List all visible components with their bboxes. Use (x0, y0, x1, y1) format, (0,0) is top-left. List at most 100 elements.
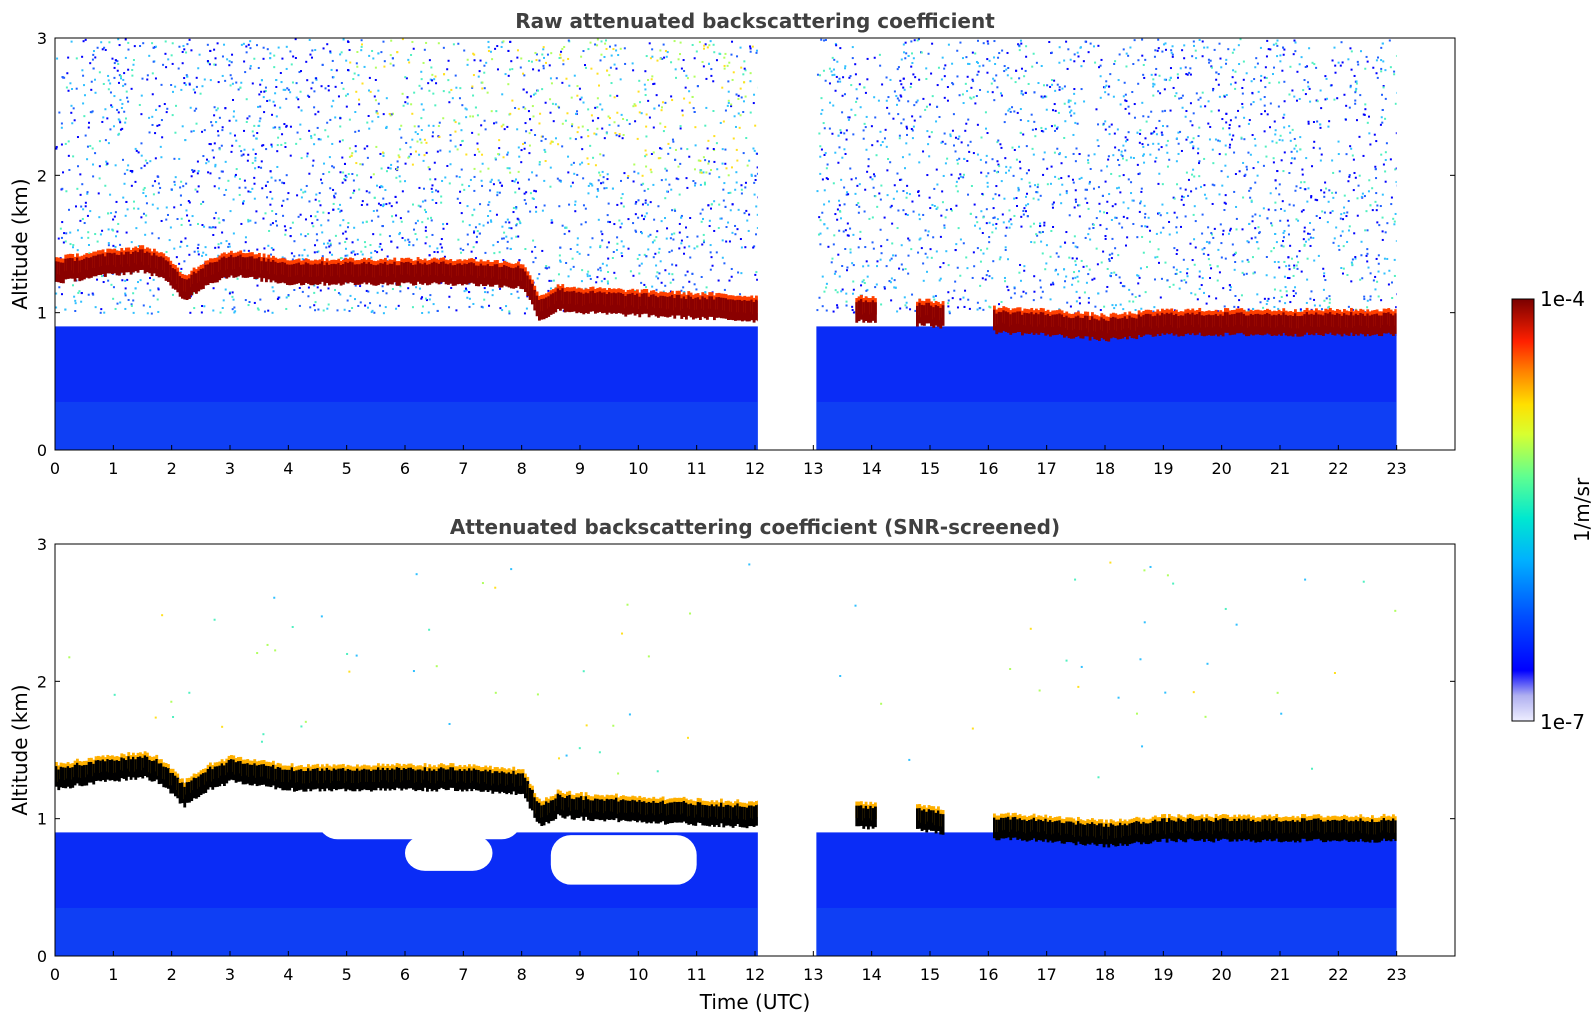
noise-pixel (257, 66, 260, 69)
noise-pixel (113, 62, 116, 65)
noise-pixel (259, 298, 262, 301)
noise-pixel (496, 45, 499, 48)
noise-pixel (1065, 192, 1068, 195)
noise-pixel (289, 235, 292, 238)
noise-pixel (753, 245, 756, 248)
noise-pixel (1067, 175, 1070, 178)
noise-pixel (816, 190, 819, 193)
noise-pixel (541, 135, 544, 138)
noise-pixel (300, 157, 303, 160)
noise-pixel (854, 73, 857, 76)
noise-pixel (637, 199, 640, 202)
noise-pixel (529, 118, 532, 121)
noise-pixel (159, 186, 162, 189)
noise-pixel (939, 235, 942, 238)
noise-pixel (1197, 135, 1200, 138)
noise-pixel (1042, 130, 1045, 133)
noise-pixel (1245, 272, 1248, 275)
noise-pixel (1139, 267, 1142, 270)
noise-pixel (558, 205, 561, 208)
noise-pixel (966, 90, 969, 93)
noise-pixel (509, 247, 512, 250)
noise-pixel (881, 140, 884, 143)
noise-pixel (430, 187, 433, 190)
noise-pixel (328, 245, 331, 248)
noise-pixel (259, 83, 262, 86)
noise-pixel (878, 53, 881, 56)
noise-pixel (255, 137, 258, 140)
noise-pixel (346, 226, 349, 229)
noise-pixel (322, 47, 325, 50)
noise-pixel (1102, 250, 1105, 253)
noise-pixel (1225, 62, 1228, 65)
noise-pixel (1004, 280, 1007, 283)
noise-pixel (183, 82, 186, 85)
noise-pixel (1291, 157, 1294, 160)
noise-pixel (721, 148, 724, 151)
noise-pixel (1097, 123, 1100, 126)
noise-pixel (1366, 60, 1369, 63)
noise-pixel (1147, 115, 1150, 118)
noise-pixel (1086, 201, 1089, 204)
noise-pixel (889, 206, 892, 209)
noise-pixel (298, 286, 301, 289)
noise-pixel (1074, 245, 1077, 248)
noise-pixel (614, 277, 617, 280)
noise-pixel (418, 84, 421, 87)
noise-pixel (92, 53, 95, 56)
noise-pixel (574, 210, 577, 213)
noise-pixel (468, 224, 471, 227)
noise-pixel (857, 211, 860, 214)
noise-pixel (420, 70, 423, 73)
noise-pixel (336, 309, 339, 312)
noise-pixel (57, 237, 60, 240)
noise-pixel (237, 88, 240, 91)
noise-pixel (331, 253, 334, 256)
noise-pixel (954, 280, 957, 283)
noise-pixel (1393, 70, 1396, 73)
noise-pixel (967, 118, 970, 121)
noise-pixel (1354, 257, 1357, 260)
noise-pixel (947, 291, 950, 294)
noise-pixel (526, 295, 529, 298)
noise-pixel (728, 240, 731, 243)
noise-pixel (330, 68, 333, 71)
noise-pixel (603, 277, 606, 280)
noise-pixel (1180, 96, 1183, 99)
noise-pixel (491, 294, 494, 297)
noise-pixel (1344, 118, 1347, 121)
noise-pixel (329, 118, 332, 121)
noise-pixel (83, 84, 86, 87)
noise-pixel (216, 42, 219, 45)
noise-pixel (551, 102, 554, 105)
noise-pixel (579, 163, 582, 166)
noise-pixel (558, 254, 561, 257)
noise-pixel (1307, 120, 1310, 123)
noise-pixel (671, 273, 674, 276)
noise-pixel (879, 144, 882, 147)
noise-pixel (1219, 223, 1222, 226)
noise-pixel (60, 126, 63, 129)
noise-pixel (971, 51, 974, 54)
noise-pixel (1333, 237, 1336, 240)
noise-pixel (1218, 271, 1221, 274)
noise-pixel (1313, 298, 1316, 301)
noise-pixel (1203, 291, 1206, 294)
noise-pixel (1389, 158, 1392, 161)
noise-pixel (713, 135, 716, 138)
noise-pixel (1024, 210, 1027, 213)
noise-pixel (84, 134, 87, 137)
noise-pixel (1157, 148, 1160, 151)
noise-pixel (114, 235, 117, 238)
noise-pixel (669, 281, 672, 284)
noise-pixel (79, 219, 82, 222)
noise-pixel (597, 189, 600, 192)
noise-pixel (930, 72, 933, 75)
noise-pixel (1390, 281, 1393, 284)
noise-pixel (1137, 173, 1140, 176)
noise-pixel (458, 97, 461, 100)
noise-pixel (1118, 175, 1121, 178)
noise-pixel (266, 48, 269, 51)
noise-pixel (1349, 84, 1352, 87)
noise-pixel (1359, 94, 1362, 97)
